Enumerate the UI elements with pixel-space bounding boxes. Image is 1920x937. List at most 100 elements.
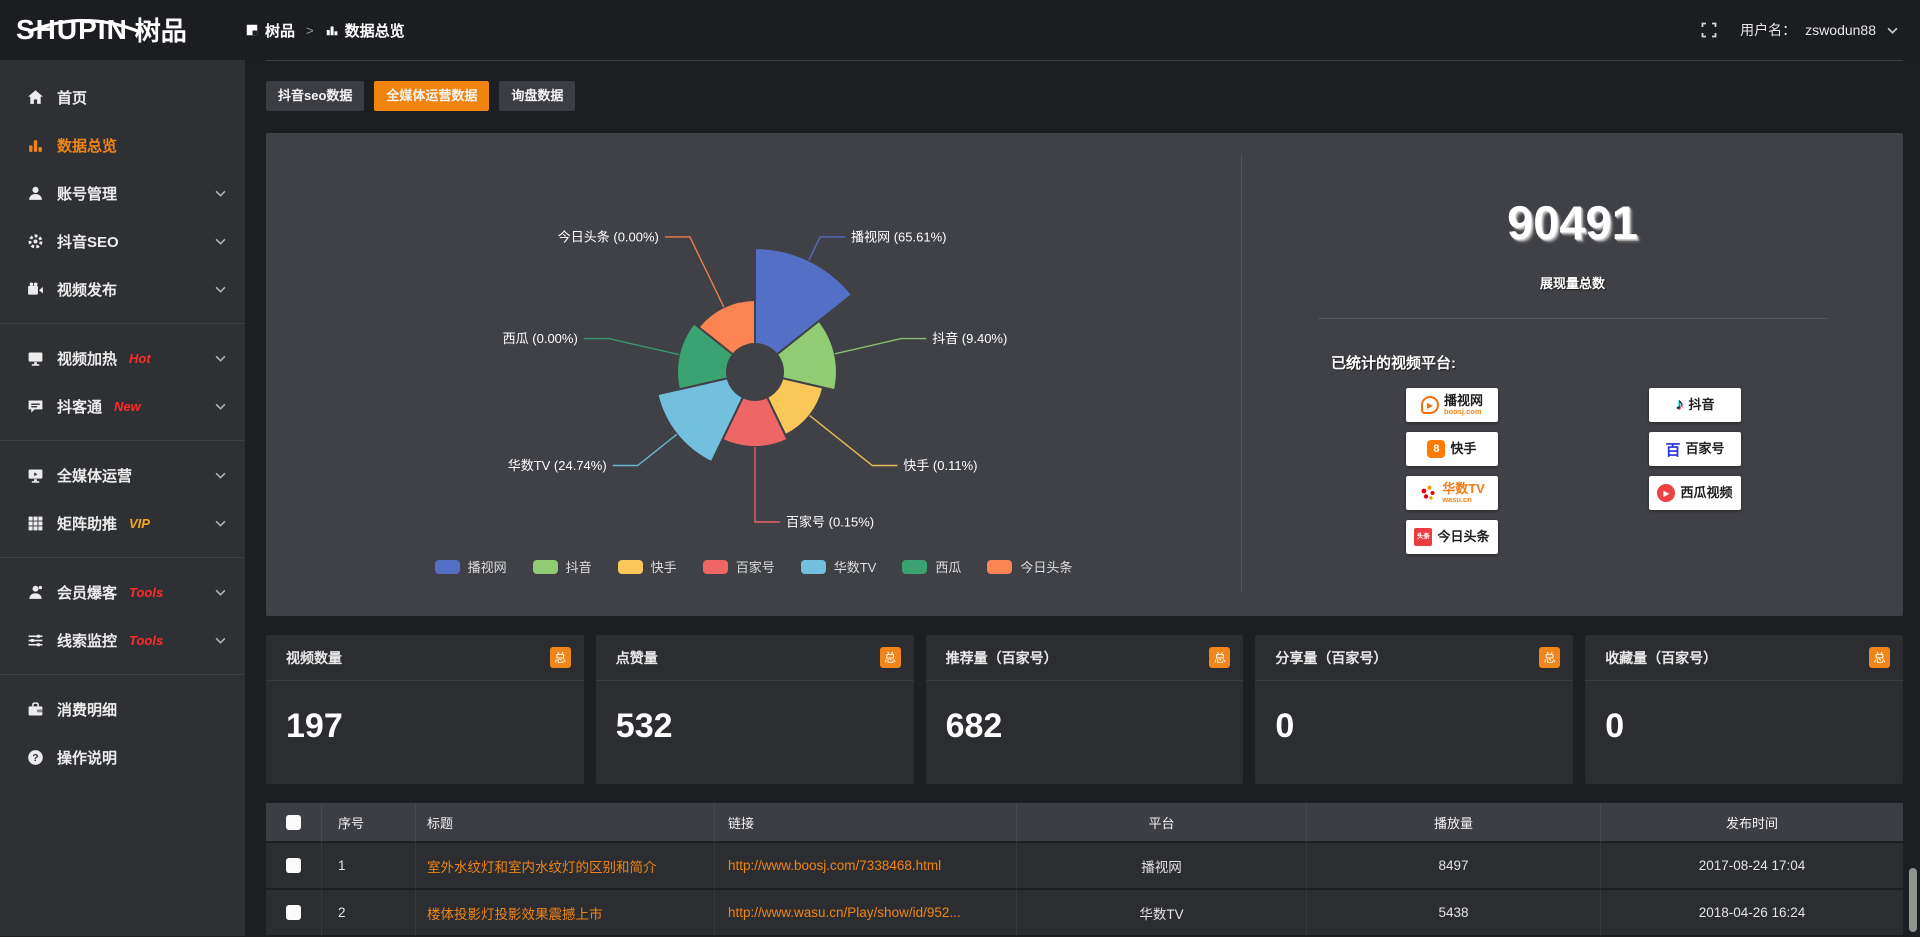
sidebar-item-video-publish[interactable]: 视频发布: [0, 265, 245, 313]
pie-slice-西瓜[interactable]: [676, 321, 735, 391]
total-badge[interactable]: 总: [1868, 647, 1890, 668]
legend-item-百家号[interactable]: 百家号: [702, 557, 775, 576]
row-check-cell: [266, 843, 321, 890]
total-impressions-label: 展现量总数: [1539, 276, 1605, 291]
cell-title[interactable]: 室外水纹灯和室内水纹灯的区别和简介: [415, 843, 714, 890]
cell-time: 2017-08-24 17:04: [1600, 843, 1903, 890]
legend-swatch: [532, 559, 558, 574]
total-badge[interactable]: 总: [879, 647, 901, 668]
total-badge[interactable]: 总: [1539, 647, 1561, 668]
chevron-down-icon: [215, 472, 226, 479]
sidebar-item-data-overview[interactable]: 数据总览: [0, 121, 245, 169]
main-content: 抖音seo数据 全媒体运营数据 询盘数据 播视网 (65.61%) 抖音 (9.40%…: [245, 60, 1920, 937]
legend-item-快手[interactable]: 快手: [617, 557, 677, 576]
boosj-logo-icon: ▶: [1420, 396, 1439, 414]
panel-vertical-divider: [1241, 155, 1242, 592]
cell-time: 2018-04-26 16:24: [1600, 890, 1903, 937]
user-menu-chevron-icon[interactable]: [1887, 27, 1898, 34]
sidebar-badge-new: New: [114, 398, 141, 414]
summary-panel: 90491 展现量总数 已统计的视频平台: ▶ 播视网 boosj.com 8 快手 华数…: [1242, 133, 1903, 616]
pie-label-line-快手: [809, 415, 898, 467]
table-header-title: 标题: [415, 803, 714, 843]
stat-card-recommend-count: 推荐量（百家号） 总 682: [925, 635, 1244, 784]
member-icon: [27, 584, 44, 601]
legend-item-抖音[interactable]: 抖音: [532, 557, 592, 576]
sidebar-item-clue-monitor[interactable]: 线索监控 Tools: [0, 616, 245, 664]
platform-badge-kuaishou: 8 快手: [1406, 432, 1498, 466]
total-badge[interactable]: 总: [1209, 647, 1231, 668]
tab-omnimedia-operation-data[interactable]: 全媒体运营数据: [374, 81, 490, 111]
total-badge[interactable]: 总: [549, 647, 571, 668]
row-checkbox[interactable]: [286, 905, 301, 921]
tab-inquiry-data[interactable]: 询盘数据: [499, 81, 576, 111]
platform-column: ♪ 抖音百百家号 ▶ 西瓜视频: [1649, 388, 1741, 554]
legend-item-华数TV[interactable]: 华数TV: [800, 557, 876, 576]
cell-title[interactable]: 楼体投影灯投影效果震撼上市: [415, 890, 714, 937]
video-icon: [27, 281, 44, 298]
legend-swatch: [617, 559, 643, 574]
sidebar-item-operation-guide[interactable]: ? 操作说明: [0, 733, 245, 781]
platform-badges: ▶ 播视网 boosj.com 8 快手 华数TV wasu.cn 头条 今日头条 ♪ 抖音百百家号…: [1406, 388, 1903, 554]
sidebar-item-douyin-seo[interactable]: 抖音SEO: [0, 217, 245, 265]
platform-badge-boosj: ▶ 播视网 boosj.com: [1406, 388, 1498, 422]
sidebar-item-account-management[interactable]: 账号管理: [0, 169, 245, 217]
legend-swatch: [702, 559, 728, 574]
question-icon: ?: [27, 749, 44, 766]
username[interactable]: zswodun88: [1805, 22, 1876, 38]
scrollbar-thumb[interactable]: [1909, 868, 1917, 932]
logo-text-cn: 树品: [134, 16, 187, 46]
chevron-down-icon: [215, 589, 226, 596]
gear-icon: [27, 233, 44, 250]
platform-badge-xigua: ▶ 西瓜视频: [1649, 476, 1741, 510]
pie-label-line-西瓜: [583, 337, 680, 356]
sidebar-item-label: 账号管理: [57, 185, 118, 203]
sidebar-badge-vip: VIP: [129, 515, 150, 531]
sidebar-item-member-baoke[interactable]: 会员爆客 Tools: [0, 568, 245, 616]
pie-label-快手: 快手 (0.11%): [903, 458, 977, 473]
stat-card-value: 0: [1275, 707, 1295, 745]
legend-item-播视网[interactable]: 播视网: [434, 557, 507, 576]
sidebar-item-omnimedia-operation[interactable]: 全媒体运营: [0, 451, 245, 499]
sidebar-badge-tools: Tools: [129, 632, 164, 648]
breadcrumb-root[interactable]: 树品: [265, 22, 296, 40]
tab-douyin-seo-data[interactable]: 抖音seo数据: [266, 81, 365, 111]
sidebar-item-consumption-detail[interactable]: 消费明细: [0, 685, 245, 733]
platform-column: ▶ 播视网 boosj.com 8 快手 华数TV wasu.cn 头条 今日头条: [1406, 388, 1498, 554]
sidebar-item-label: 抖音SEO: [57, 233, 119, 251]
breadcrumb: 树品 > 数据总览: [245, 20, 405, 41]
fullscreen-icon[interactable]: [1701, 22, 1717, 38]
pie-label-line-华数TV: [612, 433, 678, 467]
cell-link[interactable]: http://www.boosj.com/7338468.html: [714, 843, 1016, 890]
header-right: 用户名： zswodun88: [1701, 20, 1920, 40]
legend-item-西瓜[interactable]: 西瓜: [902, 557, 961, 576]
table-header-time: 发布时间: [1600, 803, 1903, 843]
cell-views: 5438: [1306, 890, 1600, 937]
platform-badge-douyin: ♪ 抖音: [1649, 388, 1741, 422]
platform-badge-toutiao: 头条 今日头条: [1406, 520, 1498, 554]
legend-item-今日头条[interactable]: 今日头条: [987, 557, 1072, 576]
cell-link[interactable]: http://www.wasu.cn/Play/show/id/952...: [714, 890, 1016, 937]
table-row: 2 楼体投影灯投影效果震撼上市 http://www.wasu.cn/Play/sh…: [266, 890, 1903, 937]
row-checkbox[interactable]: [286, 858, 301, 874]
sidebar-divider: [0, 440, 245, 441]
app-logo[interactable]: SHUPIN 树品: [0, 16, 245, 46]
stat-card-label: 分享量（百家号）: [1275, 649, 1388, 666]
sidebar-item-douketong[interactable]: 抖客通 New: [0, 382, 245, 430]
select-all-checkbox[interactable]: [286, 815, 301, 831]
table-header-link: 链接: [714, 803, 1016, 843]
sidebar-item-home[interactable]: 首页: [0, 73, 245, 121]
platform-badge-sub: boosj.com: [1443, 407, 1482, 417]
pie-slice-华数TV[interactable]: [656, 377, 745, 464]
pie-label-line-百家号: [754, 447, 780, 523]
chevron-down-icon: [215, 190, 226, 197]
video-table: 序号 标题 链接 平台 播放量 发布时间 1 室外水纹灯和室内水纹灯的区别和简介 http://…: [266, 803, 1903, 937]
pie-slice-抖音[interactable]: [775, 319, 838, 392]
chart-icon: [27, 137, 44, 154]
platform-badge-baijiahao: 百百家号: [1649, 432, 1741, 466]
sidebar-item-matrix-boost[interactable]: 矩阵助推 VIP: [0, 499, 245, 547]
breadcrumb-current[interactable]: 数据总览: [344, 22, 405, 40]
pie-slice-播视网[interactable]: [754, 246, 854, 356]
monitor-icon: [27, 467, 44, 484]
sidebar-item-video-heating[interactable]: 视频加热 Hot: [0, 334, 245, 382]
pie-slice-今日头条[interactable]: [697, 298, 756, 356]
